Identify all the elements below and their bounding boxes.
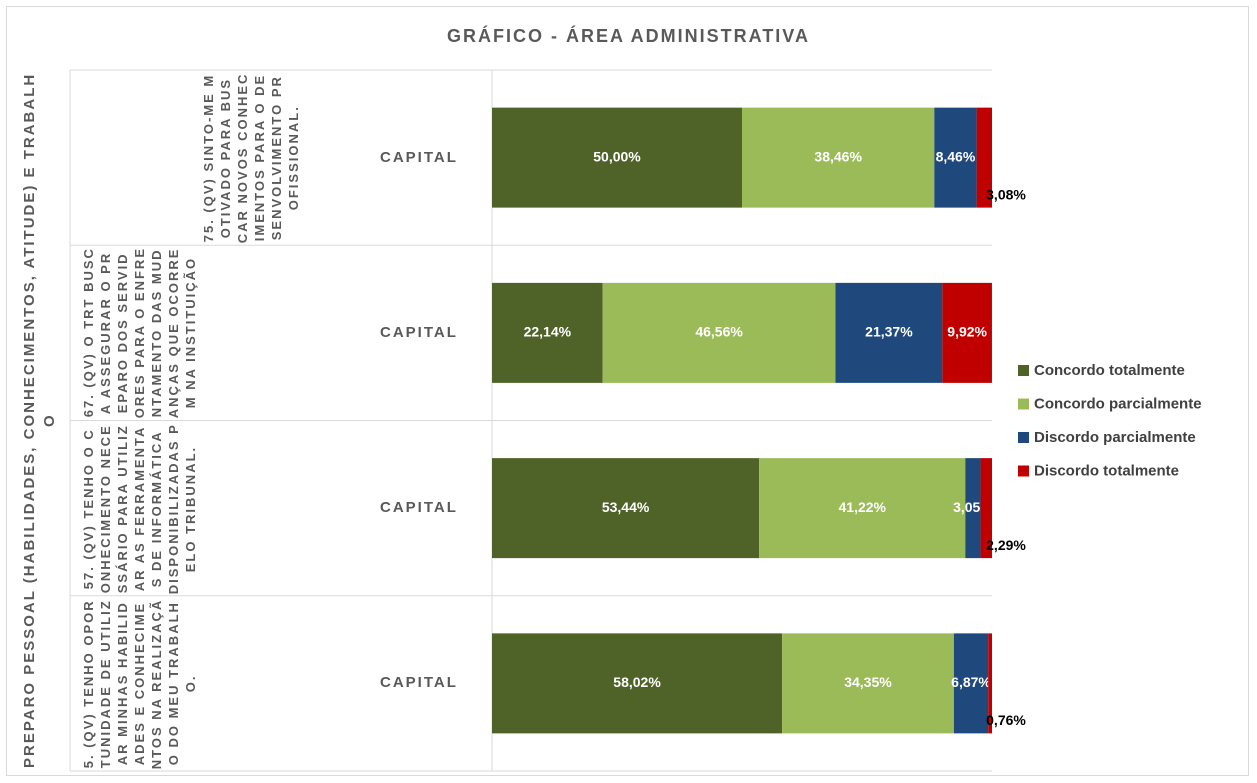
bar-segment <box>934 107 977 208</box>
bar-segment <box>602 282 836 383</box>
data-label: 22,14% <box>524 324 572 340</box>
bar-segment <box>782 633 954 734</box>
question-label: 57. (QV) TENHO O CONHECIMENTO NECESSÁRIO… <box>81 422 198 594</box>
chart-title: GRÁFICO - ÁREA ADMINISTRATIVA <box>447 26 810 46</box>
legend-swatch <box>1018 398 1029 410</box>
data-label: 53,44% <box>602 499 650 515</box>
bar-segment <box>759 458 966 559</box>
chart-frame <box>6 6 1249 776</box>
bar-segment <box>835 282 943 383</box>
bar-segment <box>492 282 603 383</box>
legend-label: Concordo parcialmente <box>1034 395 1202 412</box>
bar-segment <box>742 107 935 208</box>
legend-swatch <box>1018 365 1029 376</box>
data-label: 38,46% <box>814 148 862 164</box>
question-label: 67. (QV) O TRT BUSCA ASSEGURAR O PREPARO… <box>81 247 198 419</box>
legend-label: Discordo totalmente <box>1034 462 1179 479</box>
bar-segment <box>980 458 992 559</box>
data-label: 46,56% <box>695 324 743 340</box>
category-label: CAPITAL <box>380 674 458 692</box>
question-label: 5. (QV) TENHO OPORTUNIDADE DE UTILIZAR M… <box>81 598 198 769</box>
data-label: 8,46% <box>936 148 976 164</box>
data-label: 41,22% <box>839 499 887 515</box>
data-label: 34,35% <box>844 674 892 690</box>
data-label: 2,29% <box>986 537 1026 553</box>
legend-label: Discordo parcialmente <box>1034 429 1196 446</box>
bar-segment <box>492 458 760 559</box>
bar-segment <box>492 633 783 734</box>
category-label: CAPITAL <box>380 323 458 341</box>
data-label: 3,08% <box>986 186 1026 202</box>
bar-segment <box>976 107 992 208</box>
category-label: CAPITAL <box>380 499 458 517</box>
bar-segment <box>988 633 992 734</box>
question-label: 75. (QV) SINTO-ME MOTIVADO PARA BUSCAR N… <box>201 72 301 243</box>
legend-swatch <box>1018 465 1029 477</box>
data-label: 9,92% <box>947 324 987 340</box>
legend-label: Concordo totalmente <box>1034 362 1185 379</box>
data-label: 21,37% <box>865 324 913 340</box>
bar-segment <box>953 633 989 734</box>
bar-segment <box>492 107 742 208</box>
category-label: CAPITAL <box>380 148 458 166</box>
data-label: 58,02% <box>613 674 661 690</box>
data-label: 6,87% <box>951 674 991 690</box>
legend-swatch <box>1018 432 1029 443</box>
bar-segment <box>942 282 992 383</box>
data-label: 0,76% <box>986 712 1026 728</box>
data-label: 50,00% <box>593 148 641 164</box>
bar-segment <box>965 458 981 559</box>
